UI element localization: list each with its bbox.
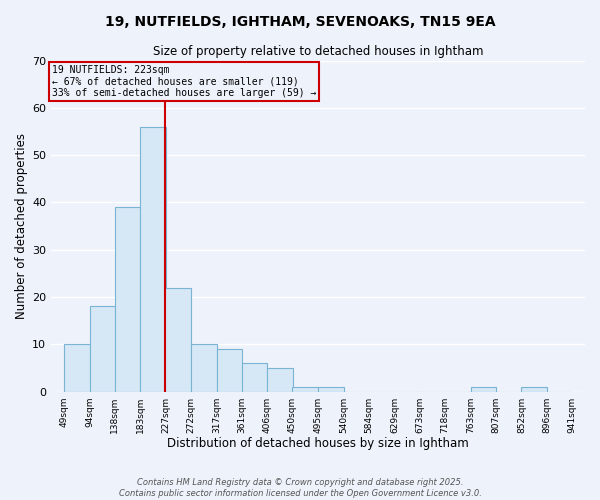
- Bar: [242, 363, 268, 392]
- Title: Size of property relative to detached houses in Ightham: Size of property relative to detached ho…: [153, 45, 484, 58]
- Text: 19, NUTFIELDS, IGHTHAM, SEVENOAKS, TN15 9EA: 19, NUTFIELDS, IGHTHAM, SEVENOAKS, TN15 …: [104, 15, 496, 29]
- Bar: [115, 207, 140, 392]
- Bar: [166, 288, 191, 392]
- Text: Contains HM Land Registry data © Crown copyright and database right 2025.
Contai: Contains HM Land Registry data © Crown c…: [119, 478, 481, 498]
- Bar: [471, 387, 496, 392]
- Text: 19 NUTFIELDS: 223sqm
← 67% of detached houses are smaller (119)
33% of semi-deta: 19 NUTFIELDS: 223sqm ← 67% of detached h…: [52, 66, 316, 98]
- X-axis label: Distribution of detached houses by size in Ightham: Distribution of detached houses by size …: [167, 437, 469, 450]
- Bar: [268, 368, 293, 392]
- Bar: [521, 387, 547, 392]
- Y-axis label: Number of detached properties: Number of detached properties: [15, 133, 28, 319]
- Bar: [292, 387, 318, 392]
- Bar: [191, 344, 217, 392]
- Bar: [89, 306, 115, 392]
- Bar: [64, 344, 89, 392]
- Bar: [318, 387, 344, 392]
- Bar: [217, 349, 242, 392]
- Bar: [140, 127, 166, 392]
